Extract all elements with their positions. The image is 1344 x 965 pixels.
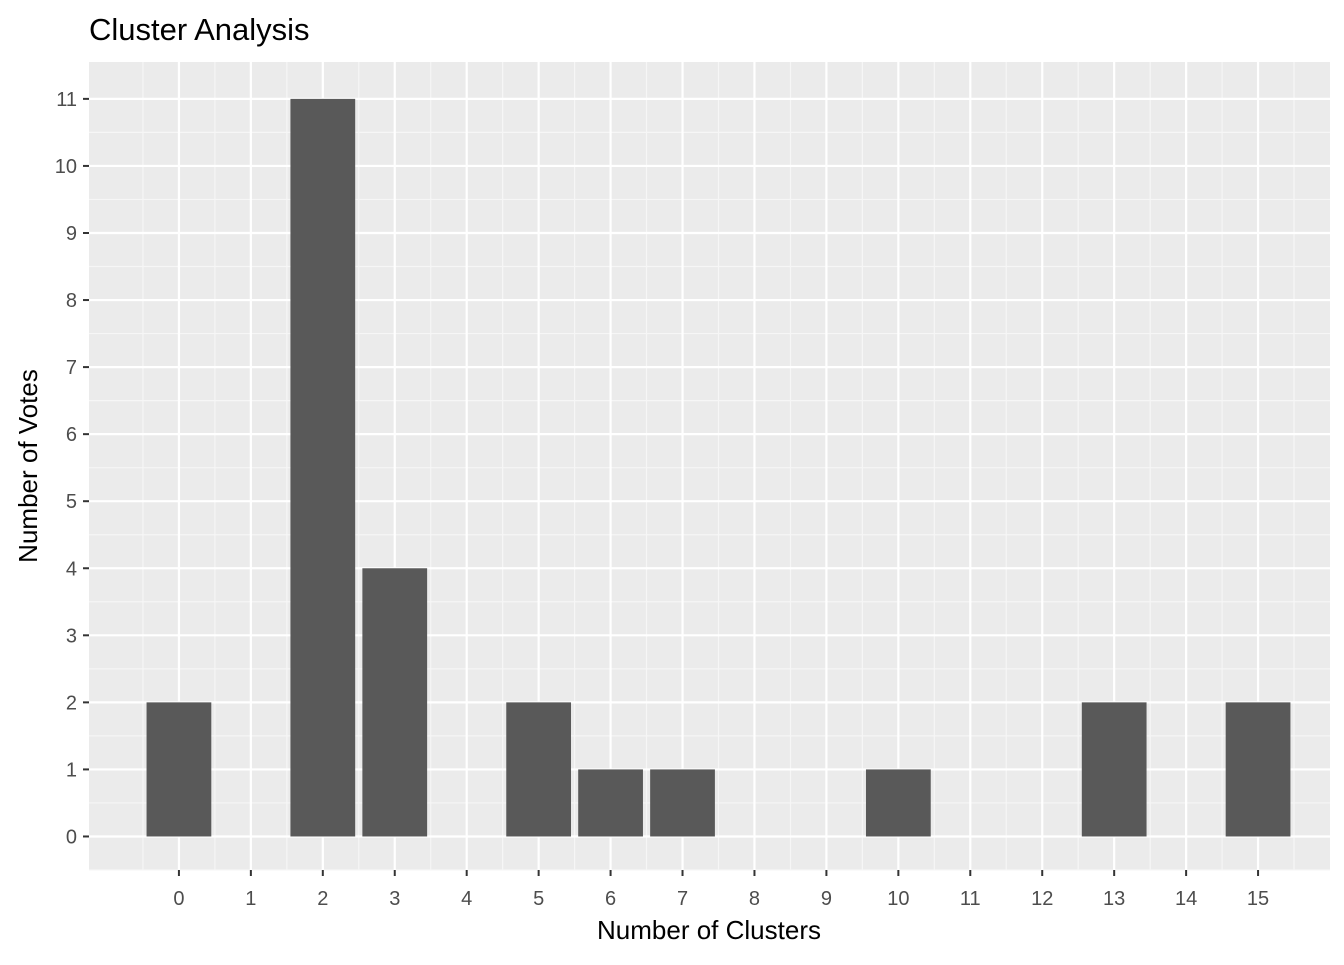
x-tick-label: 4: [461, 888, 472, 910]
x-tick-label: 10: [887, 888, 909, 910]
x-tick-label: 6: [605, 888, 616, 910]
x-tick-label: 0: [173, 888, 184, 910]
x-tick-label: 12: [1031, 888, 1053, 910]
x-tick-label: 8: [749, 888, 760, 910]
minor-grid: [89, 62, 1330, 871]
bar-15: [1225, 702, 1291, 837]
y-tick-label: 4: [66, 558, 77, 580]
bar-10: [865, 769, 931, 837]
x-tick-label: 1: [245, 888, 256, 910]
bar-3: [362, 568, 428, 837]
x-tick-label: 14: [1175, 888, 1197, 910]
bar-6: [578, 769, 643, 837]
y-tick-label: 6: [66, 424, 77, 446]
y-tick-label: 11: [56, 89, 77, 111]
y-tick-label: 2: [66, 692, 77, 714]
y-axis-ticks: 0 1 2 3 4 5 6 7 8 9 10 11: [55, 89, 89, 848]
chart-title: Cluster Analysis: [89, 12, 310, 47]
x-axis-ticks: 0 1 2 3 4 5 6 7 8 9 10 11 12 13 14 15: [173, 870, 1269, 910]
x-tick-label: 7: [677, 888, 688, 910]
bar-7: [650, 769, 715, 837]
x-tick-label: 2: [317, 888, 328, 910]
bar-0: [146, 702, 212, 837]
x-axis-title: Number of Clusters: [597, 915, 821, 945]
y-tick-label: 0: [66, 826, 77, 848]
x-tick-label: 3: [389, 888, 400, 910]
y-axis-title: Number of Votes: [13, 369, 43, 563]
bar-13: [1081, 702, 1147, 837]
y-tick-label: 7: [66, 357, 77, 379]
x-tick-label: 11: [960, 888, 981, 910]
bar-2: [290, 98, 356, 837]
y-tick-label: 9: [66, 223, 77, 245]
y-tick-label: 8: [66, 290, 77, 312]
x-tick-label: 13: [1103, 888, 1125, 910]
y-tick-label: 1: [66, 759, 77, 781]
x-tick-label: 5: [533, 888, 544, 910]
x-tick-label: 15: [1247, 888, 1269, 910]
bar-5: [506, 702, 572, 837]
y-tick-label: 3: [66, 625, 77, 647]
y-tick-label: 10: [55, 156, 77, 178]
y-tick-label: 5: [66, 491, 77, 513]
bars-group: [146, 98, 1291, 837]
x-tick-label: 9: [821, 888, 832, 910]
